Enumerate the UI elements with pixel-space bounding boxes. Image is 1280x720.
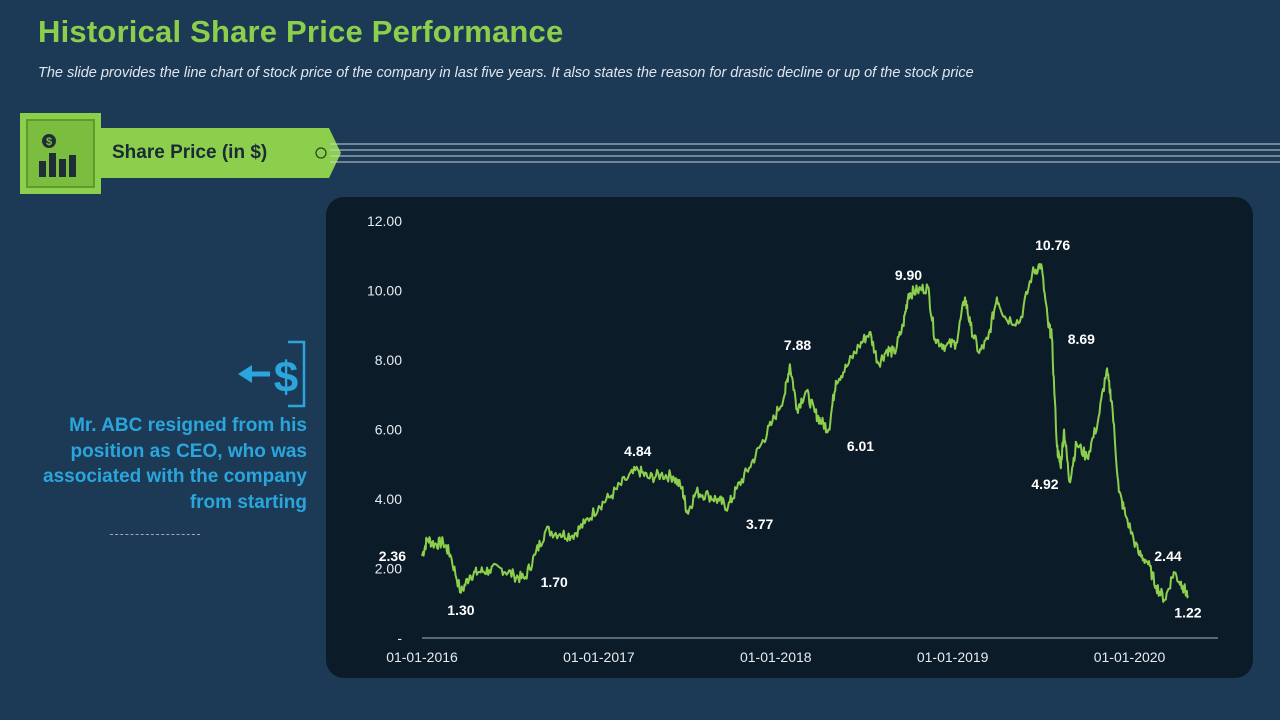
chart-panel: - 2.00 4.00 6.00 8.00 10.00 12.00 01-01-2016 01-… [326,197,1253,678]
banner-icon-box: $ [20,113,101,194]
y-tick-label: 4.00 [375,491,402,507]
banner-label: Share Price (in $) [112,142,268,163]
svg-text:$: $ [46,136,52,148]
y-tick-label: - [397,630,402,646]
dollar-arrow-icon: $ [238,340,306,408]
data-label: 9.90 [895,267,922,283]
x-tick-label: 01-01-2019 [917,649,989,665]
x-tick-label: 01-01-2016 [386,649,458,665]
x-tick-label: 01-01-2020 [1094,649,1166,665]
data-label: 4.92 [1031,476,1058,492]
data-label: 1.22 [1174,605,1201,621]
page-subtitle: The slide provides the line chart of sto… [38,65,974,81]
ceo-resignation-note: Mr. ABC resigned from his position as CE… [43,415,307,513]
data-label: 2.44 [1154,548,1181,564]
y-tick-label: 2.00 [375,561,402,577]
share-price-line-chart: - 2.00 4.00 6.00 8.00 10.00 12.00 01-01-2016 01-… [367,213,1218,665]
data-label: 3.77 [746,516,773,532]
y-tick-label: 8.00 [375,352,402,368]
data-label: 8.69 [1068,331,1095,347]
data-label: 4.84 [624,443,651,459]
data-label: 6.01 [847,438,874,454]
page-title: Historical Share Price Performance [38,14,564,49]
svg-text:$: $ [274,353,298,402]
y-tick-label: 12.00 [367,213,402,229]
data-label: 7.88 [784,337,811,353]
banner-ribbon [101,128,341,178]
decorative-lines [330,143,1280,163]
dashed-divider [110,534,200,535]
data-label: 10.76 [1035,237,1070,253]
dollar-bar-chart-icon: $ [26,119,95,188]
series-line [421,263,1189,603]
data-label: 2.36 [379,548,406,564]
x-tick-label: 01-01-2017 [563,649,635,665]
x-tick-label: 01-01-2018 [740,649,812,665]
data-label: 1.30 [447,602,474,618]
y-tick-label: 6.00 [375,422,402,438]
y-tick-label: 10.00 [367,283,402,299]
data-label: 1.70 [541,574,568,590]
